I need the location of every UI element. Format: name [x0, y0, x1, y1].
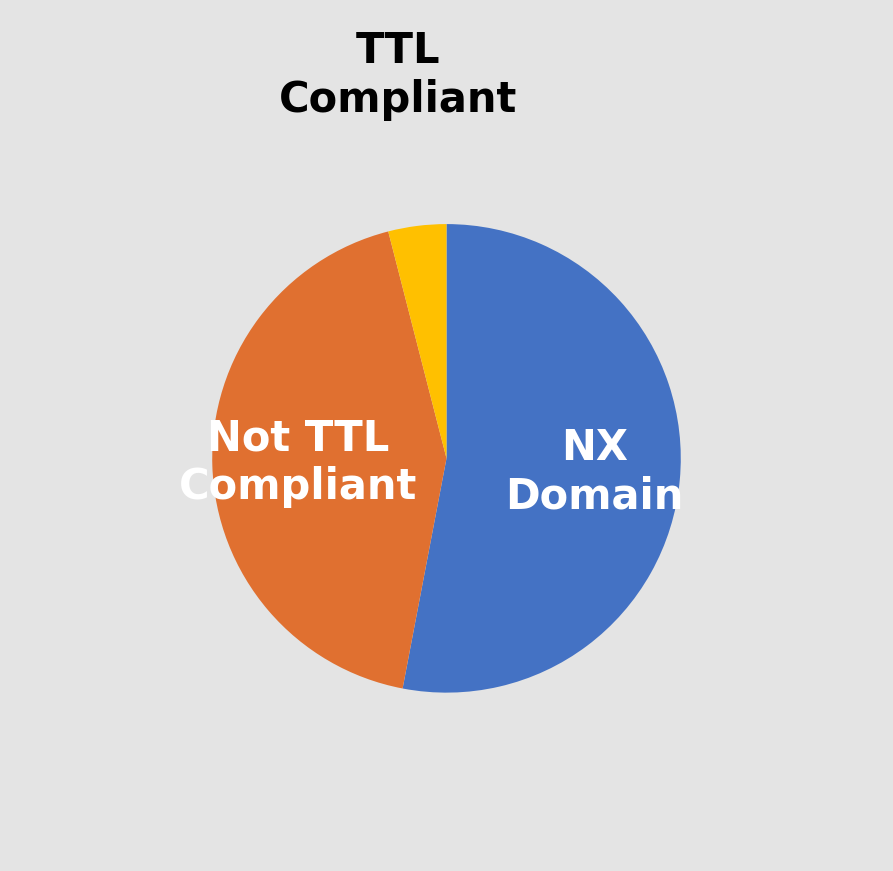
Text: Not TTL
Compliant: Not TTL Compliant	[179, 418, 417, 509]
Text: NX
Domain: NX Domain	[505, 427, 684, 517]
Text: TTL
Compliant: TTL Compliant	[279, 30, 517, 121]
Wedge shape	[403, 224, 680, 692]
Wedge shape	[213, 232, 446, 688]
Wedge shape	[388, 224, 446, 458]
